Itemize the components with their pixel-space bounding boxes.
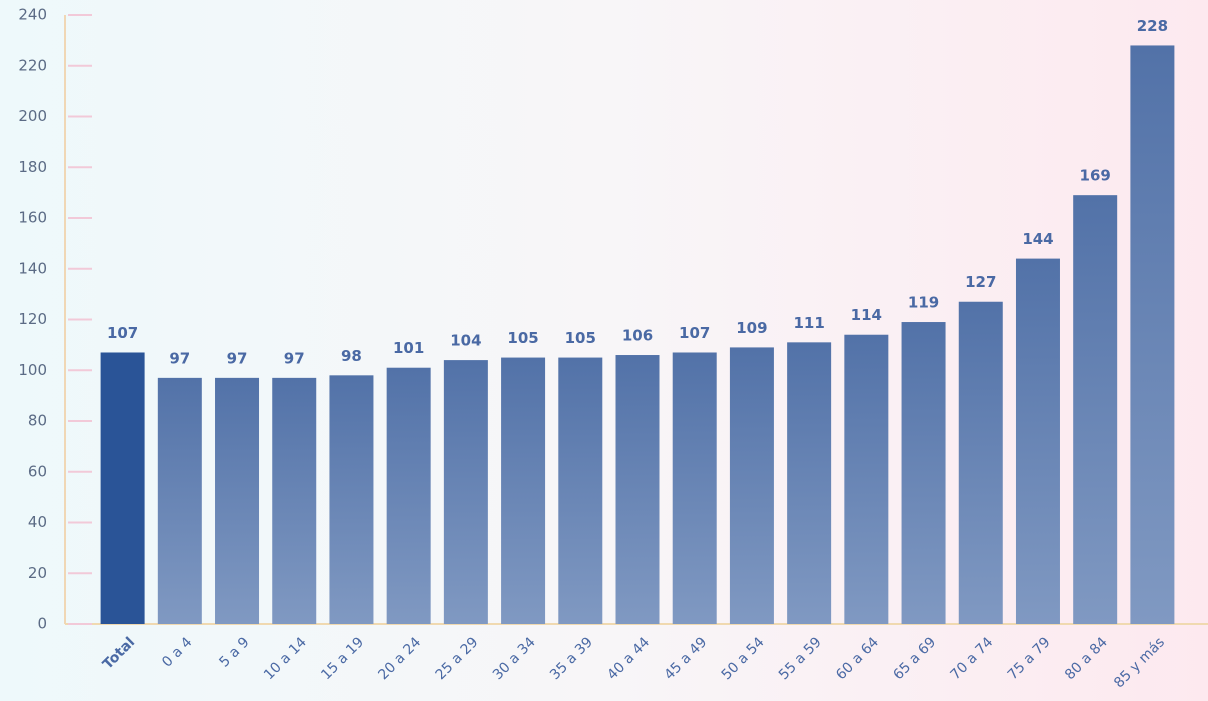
bar <box>615 355 660 624</box>
bar <box>501 357 546 624</box>
value-label: 105 <box>565 329 596 347</box>
y-tick-label: 40 <box>28 513 47 531</box>
y-tick-label: 60 <box>28 462 47 480</box>
value-label: 101 <box>393 339 424 357</box>
bar <box>157 377 202 624</box>
y-tick-label: 0 <box>37 615 47 633</box>
bar <box>558 357 603 624</box>
value-label: 111 <box>793 314 824 332</box>
bar <box>443 360 488 624</box>
y-tick-label: 220 <box>18 56 47 74</box>
value-label: 98 <box>341 347 362 365</box>
value-label: 114 <box>851 306 882 324</box>
y-tick-label: 80 <box>28 412 47 430</box>
value-label: 119 <box>908 294 939 312</box>
bar <box>844 334 889 624</box>
bar <box>958 301 1003 624</box>
y-tick-label: 160 <box>18 209 47 227</box>
y-tick-label: 200 <box>18 107 47 125</box>
y-tick-label: 120 <box>18 310 47 328</box>
value-label: 105 <box>507 329 538 347</box>
y-tick-label: 100 <box>18 361 47 379</box>
bar <box>272 377 317 624</box>
bar <box>100 352 145 624</box>
value-label: 106 <box>622 327 653 345</box>
bar <box>672 352 717 624</box>
value-label: 127 <box>965 273 996 291</box>
value-label: 104 <box>450 332 481 350</box>
value-label: 228 <box>1137 17 1168 35</box>
value-label: 97 <box>284 349 305 367</box>
value-label: 169 <box>1080 167 1111 185</box>
bar <box>1130 45 1175 624</box>
value-label: 144 <box>1022 230 1053 248</box>
y-tick-label: 20 <box>28 564 47 582</box>
y-tick-label: 140 <box>18 259 47 277</box>
bar <box>329 375 374 624</box>
bar <box>215 377 260 624</box>
value-label: 97 <box>227 349 248 367</box>
bar <box>386 367 431 624</box>
value-label: 97 <box>169 349 190 367</box>
y-tick-label: 240 <box>18 6 47 24</box>
bar <box>1073 195 1118 624</box>
bar <box>1015 258 1060 624</box>
y-tick-label: 180 <box>18 158 47 176</box>
value-label: 107 <box>679 324 710 342</box>
bar <box>901 322 946 624</box>
bar <box>729 347 774 624</box>
value-label: 107 <box>107 324 138 342</box>
bar <box>787 342 832 624</box>
value-label: 109 <box>736 319 767 337</box>
